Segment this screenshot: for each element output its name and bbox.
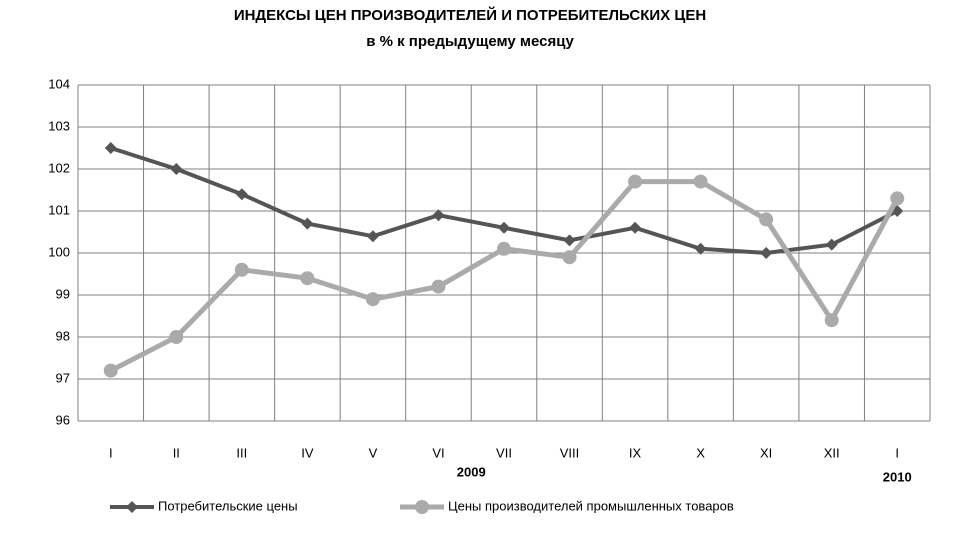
point (301, 217, 314, 230)
y-tick-label: 103 (48, 118, 70, 133)
point (103, 363, 118, 378)
y-tick-label: 102 (48, 160, 70, 175)
x-tick-label: V (369, 445, 378, 460)
y-tick-label: 100 (48, 244, 70, 259)
x-tick-label: II (173, 445, 180, 460)
chart-title: ИНДЕКСЫ ЦЕН ПРОИЗВОДИТЕЛЕЙ И ПОТРЕБИТЕЛЬ… (234, 6, 706, 24)
year-label: 2009 (457, 464, 486, 479)
point (629, 221, 642, 234)
x-tick-label: I (109, 445, 113, 460)
point (693, 174, 708, 189)
point (760, 247, 773, 259)
x-tick-label: III (236, 445, 247, 460)
x-tick-label: XII (824, 445, 840, 460)
x-tick-label: IX (629, 445, 642, 460)
point (825, 238, 838, 251)
point (759, 212, 774, 227)
chart-subtitle: в % к предыдущему месяцу (366, 33, 574, 50)
point (890, 191, 905, 206)
y-tick-label: 96 (56, 412, 70, 427)
point (432, 209, 445, 222)
x-tick-label: VIII (560, 445, 580, 460)
point (169, 330, 184, 344)
point (497, 241, 511, 256)
point (235, 188, 248, 201)
point (170, 163, 183, 175)
y-tick-label: 99 (56, 286, 70, 301)
y-tick-label: 97 (56, 370, 70, 385)
y-tick-label: 101 (48, 202, 70, 217)
point (104, 142, 117, 154)
year-label: 2010 (883, 469, 912, 484)
point (300, 271, 315, 286)
series-line (109, 179, 900, 373)
x-tick-label: VI (432, 445, 444, 460)
x-tick-label: I (895, 445, 899, 460)
legend-marker (415, 500, 429, 514)
y-tick-label: 104 (48, 76, 70, 91)
point (234, 262, 249, 277)
point (562, 250, 577, 265)
y-tick-label: 98 (56, 328, 70, 343)
x-tick-label: XI (760, 445, 772, 460)
legend-label: Потребительские цены (158, 498, 298, 513)
point (365, 292, 380, 307)
point (366, 230, 379, 243)
point (694, 242, 707, 255)
point (431, 279, 446, 294)
legend-marker (126, 501, 138, 513)
point (628, 174, 643, 189)
x-tick-label: X (696, 445, 705, 460)
point (498, 221, 510, 234)
point (563, 234, 576, 247)
x-tick-label: VII (496, 445, 512, 460)
legend-label: Цены производителей промышленных товаров (448, 498, 734, 513)
point (824, 313, 839, 328)
x-tick-label: IV (301, 445, 314, 460)
